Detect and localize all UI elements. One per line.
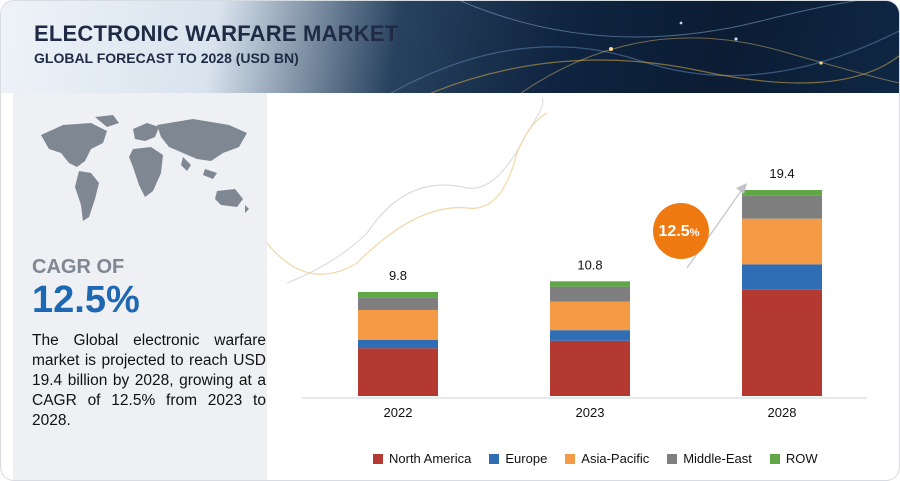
legend-label-north-america: North America	[389, 451, 472, 466]
cagr-bubble-circle	[653, 203, 709, 259]
summary-description: The Global electronic warfare market is …	[32, 332, 266, 429]
bar-2028-europe	[742, 264, 822, 290]
header-banner: ELECTRONIC WARFARE MARKET GLOBAL FORECAS…	[1, 1, 899, 93]
growth-arrow-line	[686, 190, 742, 269]
cagr-label: CAGR OF	[32, 256, 125, 278]
legend-label-row: ROW	[785, 451, 818, 466]
bar-2028-middle-east	[742, 195, 822, 219]
subtitle: GLOBAL FORECAST TO 2028 (USD BN)	[34, 50, 299, 66]
bar-2022-middle-east	[358, 297, 438, 310]
bar-2023-asia-pacific	[550, 301, 630, 331]
bar-2022-asia-pacific	[358, 309, 438, 340]
bar-2023-middle-east	[550, 286, 630, 302]
bar-2028-north-america	[742, 289, 822, 396]
chart-legend: North America Europe Asia-Pacific Middle-Ea…	[373, 451, 836, 466]
legend-swatch-europe	[489, 453, 500, 464]
bar-2023-europe	[550, 330, 630, 341]
legend-item-middle-east: Middle-East	[667, 451, 752, 466]
legend-item-europe: Europe	[489, 451, 547, 466]
decorative-curve-gold	[267, 112, 548, 275]
summary-panel: CAGR OF 12.5% The Global electronic warf…	[13, 93, 267, 480]
legend-swatch-row	[769, 453, 780, 464]
decorative-curve-gray	[286, 97, 544, 284]
cagr-bubble-text: 12.5%	[659, 223, 700, 240]
total-label-2022: 9.8	[389, 268, 407, 283]
x-tick-label-2022: 2022	[384, 405, 413, 420]
legend-item-asia-pacific: Asia-Pacific	[565, 451, 649, 466]
header-light-streaks	[390, 1, 899, 93]
x-tick-label-2028: 2028	[768, 405, 797, 420]
stacked-bar-chart: 9.8 2022 10.8 2023 19.4 2028 12.5%	[267, 97, 867, 420]
labels-layer: 9.8 2022 10.8 2023 19.4 2028	[384, 166, 797, 420]
x-tick-label-2023: 2023	[576, 405, 605, 420]
legend-swatch-north-america	[373, 453, 383, 464]
legend-swatch-middle-east	[667, 453, 678, 464]
bar-2022-north-america	[358, 348, 438, 396]
world-map-icon	[41, 115, 249, 221]
cagr-bubble: 12.5%	[653, 203, 709, 259]
total-label-2023: 10.8	[577, 257, 602, 272]
bars-layer	[358, 190, 822, 396]
bar-2022-europe	[358, 339, 438, 349]
legend-item-row: ROW	[769, 451, 818, 466]
bar-2022-row	[358, 291, 438, 298]
growth-arrow-head	[736, 183, 747, 194]
total-label-2028: 19.4	[769, 166, 794, 181]
legend-label-europe: Europe	[505, 451, 548, 466]
legend-swatch-asia-pacific	[565, 453, 576, 464]
cagr-value: 12.5%	[32, 279, 140, 321]
growth-arrow	[686, 183, 747, 269]
legend-item-north-america: North America	[373, 451, 471, 466]
bar-2023-row	[550, 281, 630, 287]
bar-2028-asia-pacific	[742, 218, 822, 265]
bar-2028-row	[742, 190, 822, 196]
legend-label-asia-pacific: Asia-Pacific	[581, 451, 650, 466]
main-title: ELECTRONIC WARFARE MARKET	[34, 21, 399, 46]
legend-label-middle-east: Middle-East	[683, 451, 752, 466]
bar-2023-north-america	[550, 340, 630, 396]
